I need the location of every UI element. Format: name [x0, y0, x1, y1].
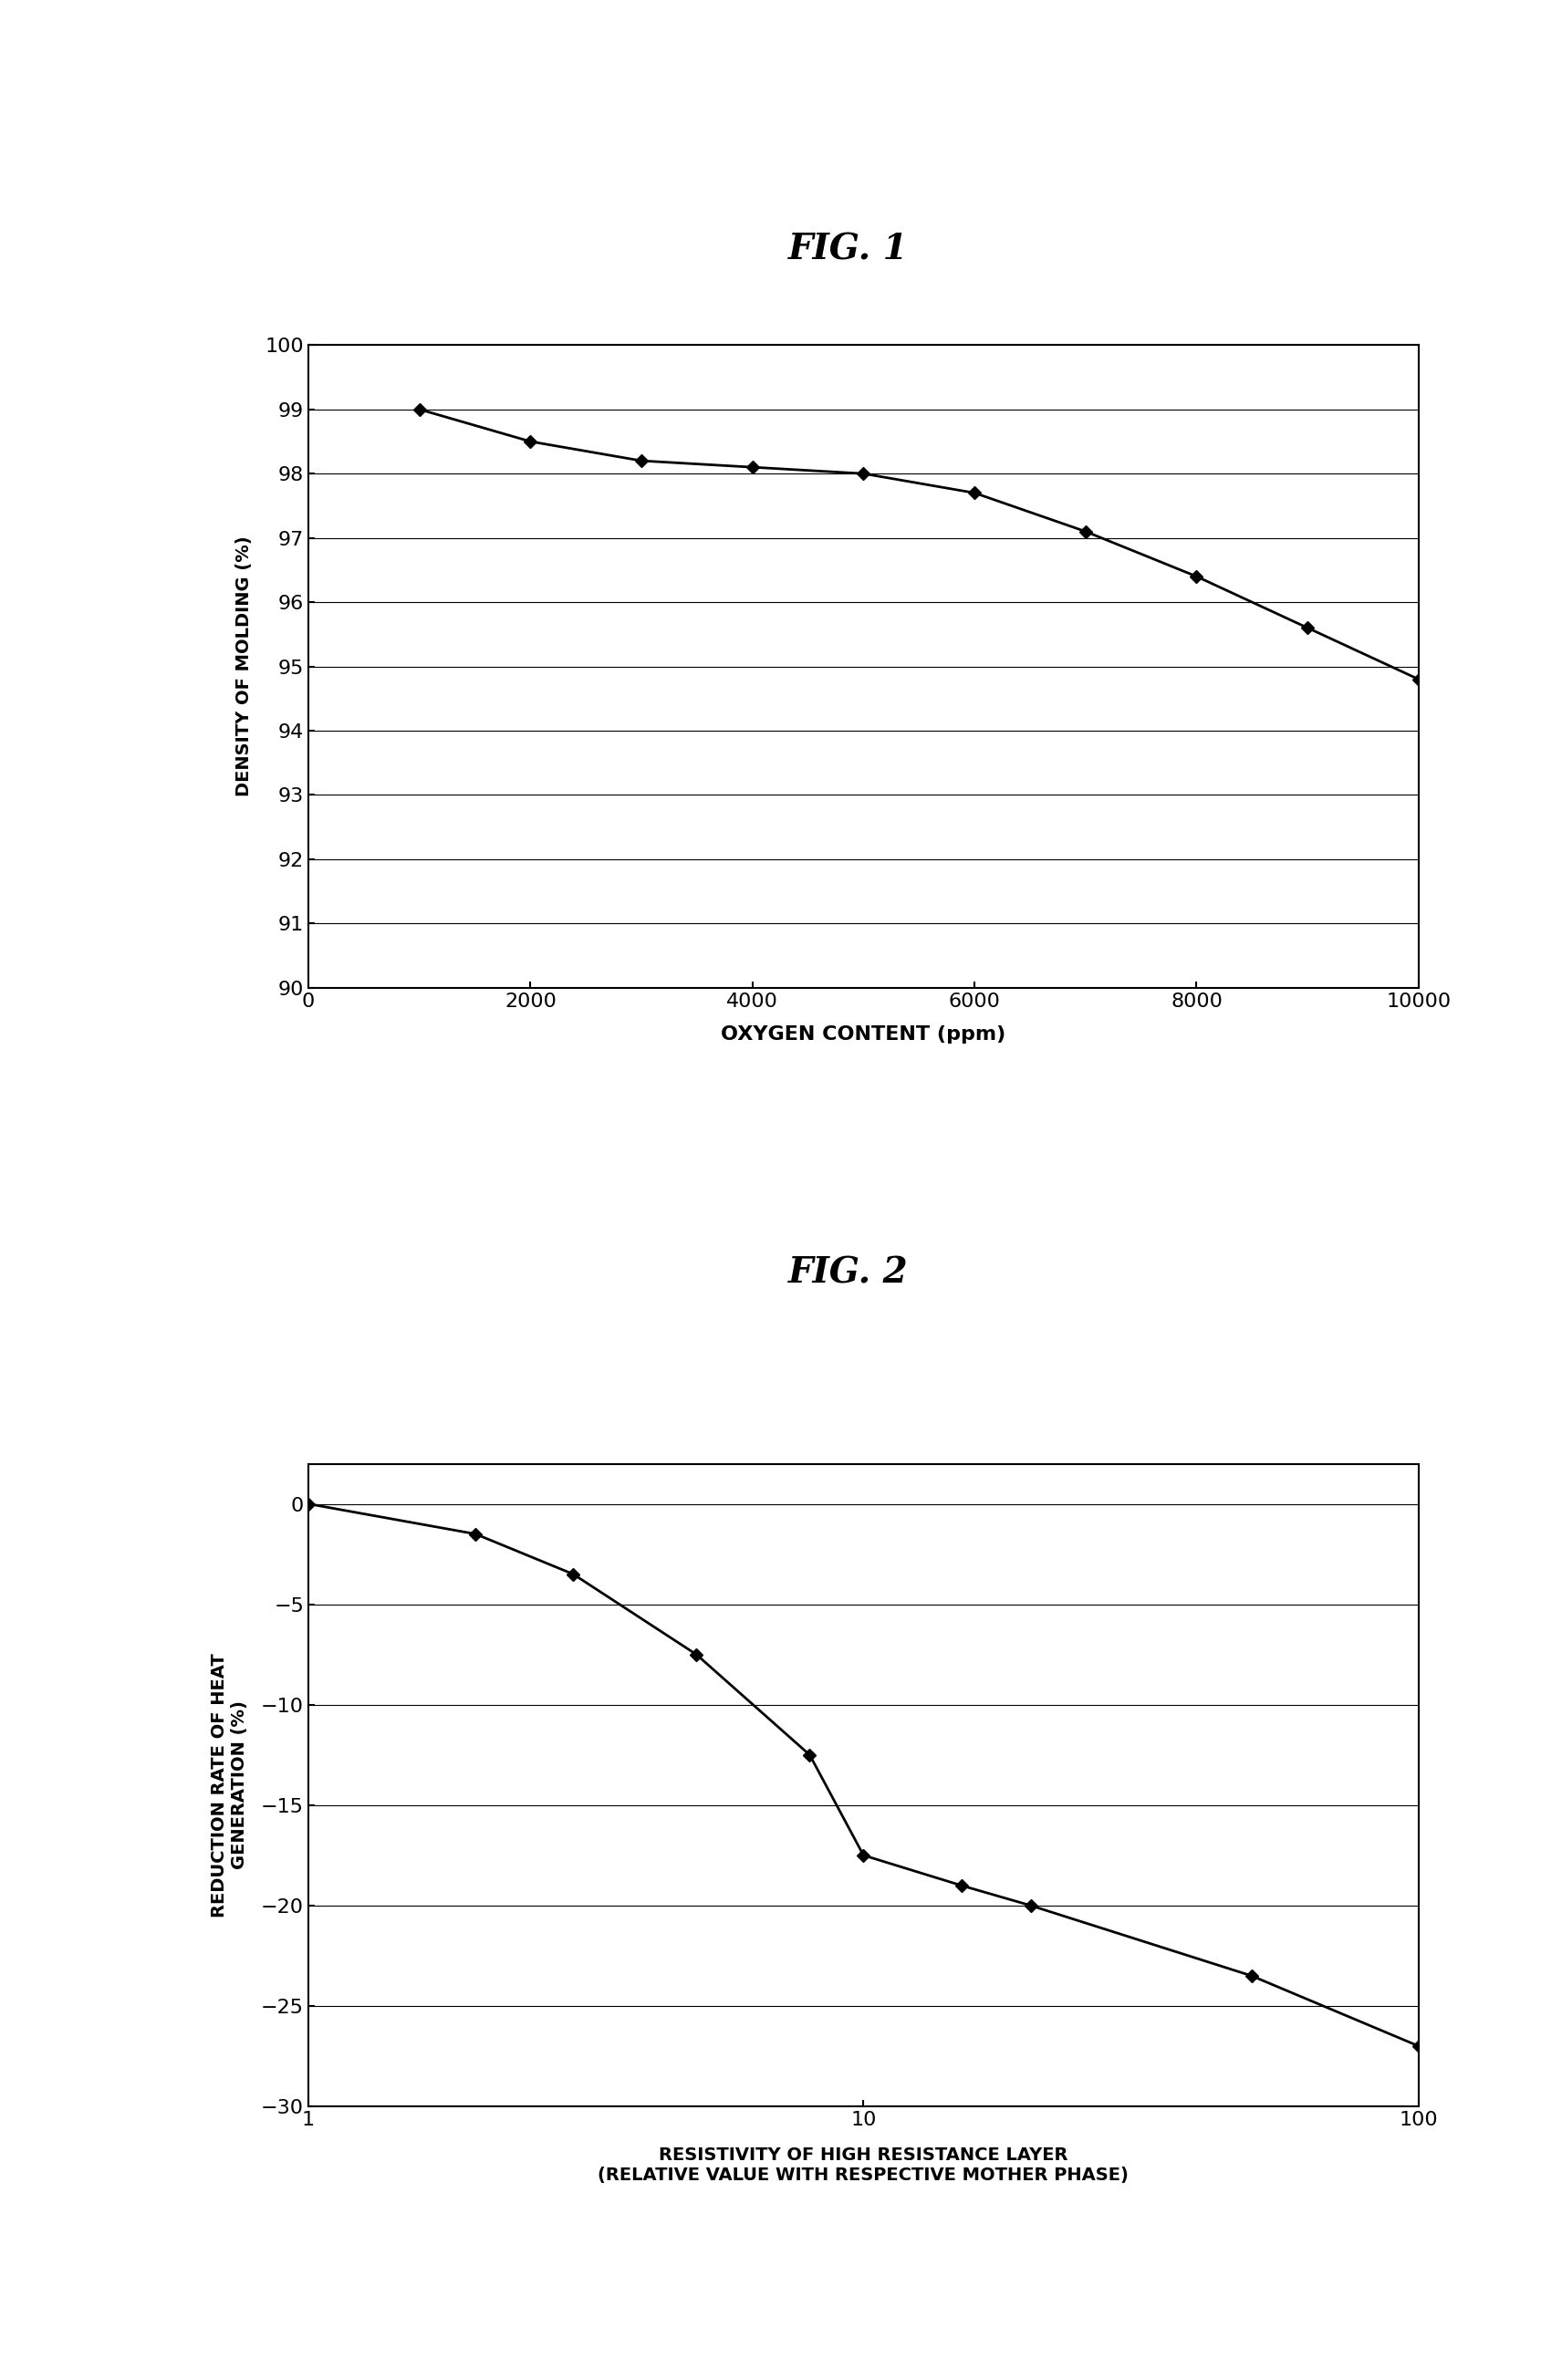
- X-axis label: RESISTIVITY OF HIGH RESISTANCE LAYER
(RELATIVE VALUE WITH RESPECTIVE MOTHER PHAS: RESISTIVITY OF HIGH RESISTANCE LAYER (RE…: [598, 2147, 1128, 2185]
- Y-axis label: REDUCTION RATE OF HEAT
GENERATION (%): REDUCTION RATE OF HEAT GENERATION (%): [211, 1652, 248, 1918]
- Text: FIG. 1: FIG. 1: [787, 233, 908, 267]
- X-axis label: OXYGEN CONTENT (ppm): OXYGEN CONTENT (ppm): [721, 1026, 1005, 1045]
- Y-axis label: DENSITY OF MOLDING (%): DENSITY OF MOLDING (%): [234, 536, 253, 797]
- Text: FIG. 2: FIG. 2: [787, 1257, 908, 1290]
